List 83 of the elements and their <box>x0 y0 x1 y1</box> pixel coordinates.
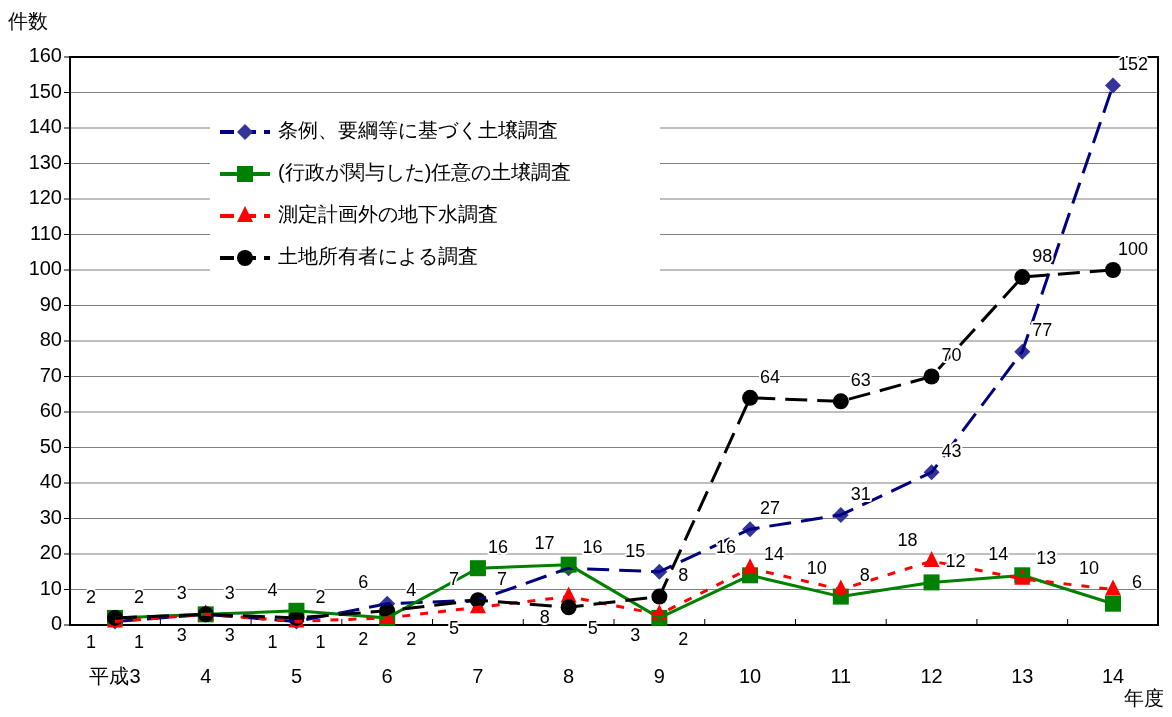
data-label: 3 <box>176 625 187 646</box>
data-label: 2 <box>315 586 326 607</box>
data-label: 3 <box>224 625 235 646</box>
y-tick-label: 0 <box>50 612 62 635</box>
data-label: 8 <box>539 607 550 628</box>
data-label: 8 <box>859 565 870 586</box>
data-label: 16 <box>487 536 508 557</box>
y-tick-label: 150 <box>28 79 62 102</box>
y-tick-label: 30 <box>39 505 62 528</box>
y-tick-label: 80 <box>39 328 62 351</box>
x-tick-label: 平成3 <box>89 665 141 687</box>
data-label: 1 <box>85 632 97 653</box>
data-label: 1 <box>267 632 278 653</box>
x-tick-label: 13 <box>1011 665 1034 687</box>
x-axis-title: 年度 <box>1124 687 1164 709</box>
data-label: 2 <box>85 586 97 607</box>
data-label: 10 <box>1078 558 1100 579</box>
y-tick-label: 110 <box>30 221 62 244</box>
data-label: 4 <box>267 579 278 600</box>
x-tick-label: 7 <box>472 665 484 687</box>
y-axis-title: 件数 <box>8 10 48 32</box>
y-tick-label: 140 <box>28 115 62 138</box>
data-label: 3 <box>176 583 187 604</box>
data-label: 2 <box>678 628 689 649</box>
x-tick-label: 10 <box>738 665 762 687</box>
x-tick-label: 4 <box>200 665 212 687</box>
data-label: 17 <box>534 533 555 554</box>
legend-label: (行政が関与した)任意の土壌調査 <box>278 161 572 184</box>
data-label: 15 <box>625 540 646 561</box>
point <box>1105 262 1121 278</box>
y-tick-label: 130 <box>28 150 62 173</box>
point <box>1105 595 1121 612</box>
data-label: 18 <box>897 529 918 550</box>
data-label: 8 <box>678 565 689 586</box>
data-label: 12 <box>945 551 966 572</box>
y-tick-label: 90 <box>39 292 62 315</box>
data-label: 3 <box>224 583 235 604</box>
data-label: 4 <box>406 579 417 600</box>
data-label: 10 <box>806 558 827 579</box>
data-label: 64 <box>760 366 781 387</box>
y-tick-label: 70 <box>39 363 62 386</box>
y-tick-label: 120 <box>28 186 62 209</box>
y-tick-label: 160 <box>28 44 62 67</box>
data-label: 98 <box>1032 245 1053 266</box>
data-label: 2 <box>406 628 417 649</box>
y-tick-label: 100 <box>28 257 62 280</box>
data-label: 2 <box>358 628 369 649</box>
data-label: 16 <box>716 536 737 557</box>
data-label: 14 <box>764 544 785 565</box>
x-tick-label: 14 <box>1101 665 1125 687</box>
data-label: 77 <box>1032 320 1053 341</box>
point <box>742 389 759 406</box>
y-tick-label: 60 <box>39 399 62 422</box>
data-label: 27 <box>760 497 781 518</box>
x-tick-label: 11 <box>830 665 852 687</box>
data-label: 7 <box>496 568 507 589</box>
data-label: 14 <box>988 544 1009 565</box>
legend-label: 条例、要綱等に基づく土壌調査 <box>278 119 558 142</box>
legend-label: 測定計画外の地下水調査 <box>278 203 498 226</box>
data-label: 63 <box>850 370 871 391</box>
x-tick-label: 6 <box>381 665 393 687</box>
data-label: 100 <box>1117 238 1149 259</box>
data-label: 6 <box>358 572 369 593</box>
point <box>832 393 849 410</box>
x-tick-label: 12 <box>920 665 943 687</box>
x-tick-label: 8 <box>563 665 575 687</box>
data-label: 1 <box>315 632 326 653</box>
y-tick-label: 50 <box>39 434 62 457</box>
x-tick-label: 5 <box>290 665 303 687</box>
legend-label: 土地所有者による調査 <box>278 245 478 268</box>
data-label: 13 <box>1036 547 1057 568</box>
data-label: 1 <box>133 632 145 653</box>
point <box>1014 269 1031 286</box>
point <box>1105 579 1121 596</box>
data-label: 16 <box>582 536 603 557</box>
data-label: 31 <box>850 483 871 504</box>
x-tick-label: 9 <box>653 665 665 687</box>
y-tick-label: 40 <box>39 470 62 493</box>
data-label: 2 <box>133 586 145 607</box>
data-label: 6 <box>1131 572 1143 593</box>
y-tick-label: 10 <box>39 576 62 599</box>
y-tick-label: 20 <box>39 541 62 564</box>
data-label: 3 <box>630 625 641 646</box>
